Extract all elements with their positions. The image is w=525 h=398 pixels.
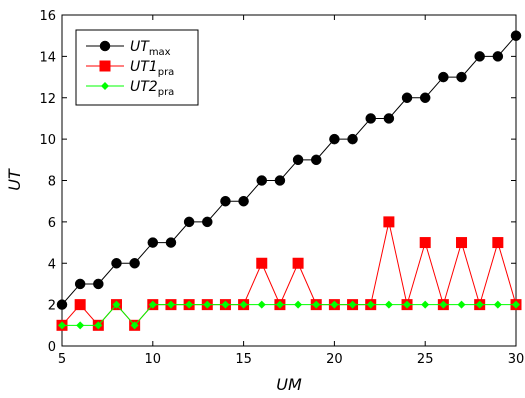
data-point [456,71,467,83]
data-point [148,300,157,309]
data-point [329,133,340,145]
data-point [419,237,431,249]
data-point [112,300,121,309]
data-point [421,300,430,309]
series-ut2pra [58,300,520,330]
series-utmax [56,30,522,310]
x-tick-label: 25 [417,352,434,367]
data-point [438,71,449,83]
data-point [294,300,303,309]
x-tick-label: 15 [235,352,252,367]
data-point [76,321,85,330]
data-point [347,133,358,145]
data-point [147,237,159,248]
axis-ticks: 5 10 15 20 25 30 0 2 4 6 8 10 12 14 16 [39,9,524,367]
data-point [310,154,322,166]
data-point [512,300,520,309]
data-point [203,300,212,309]
x-tick-label: 10 [145,352,162,367]
data-point [492,51,504,62]
data-point [383,113,395,124]
data-point [129,258,140,269]
data-point [312,300,321,309]
data-point [238,195,249,207]
legend-label: UT2pra [130,79,174,98]
data-point [456,237,468,249]
data-point [111,258,122,269]
data-point [130,321,139,330]
data-point [58,321,66,330]
data-point [101,82,109,90]
legend-label: UT1pra [130,59,174,78]
x-axis-label: UM [276,375,302,394]
data-point [74,299,86,311]
data-point [221,300,230,309]
data-point [348,300,357,309]
y-tick-label: 14 [39,50,56,65]
y-axis-label: UT [5,168,24,191]
data-point [183,216,195,228]
y-tick-label: 6 [48,216,56,231]
y-tick-label: 4 [48,257,56,272]
data-point [439,300,448,309]
x-tick-label: 20 [326,352,343,367]
series-layer [56,30,522,331]
y-tick-label: 0 [48,340,56,355]
data-point [274,175,286,186]
data-point [474,51,485,62]
data-point [383,216,395,228]
data-point [74,278,86,290]
data-point [257,300,266,309]
data-point [492,237,504,249]
data-point [99,40,111,52]
y-tick-label: 8 [48,175,56,190]
data-point [419,92,431,103]
data-point [292,154,304,166]
data-point [384,300,393,309]
data-point [239,300,248,309]
y-tick-label: 2 [48,299,56,314]
data-point [185,300,194,309]
data-point [165,237,177,248]
data-point [365,113,376,124]
x-tick-label: 30 [508,352,525,367]
data-point [401,92,413,103]
data-point [220,195,231,207]
data-point [256,257,268,269]
legend-label: UTmax [130,39,171,58]
data-point [330,300,339,309]
data-point [493,300,502,309]
data-point [166,300,175,309]
data-point [93,278,104,290]
data-point [256,175,268,186]
data-point [457,300,466,309]
y-tick-label: 10 [39,133,56,148]
data-point [99,60,111,72]
data-point [475,300,484,309]
data-point [56,299,68,310]
series-ut1pra [56,216,522,331]
y-tick-label: 12 [39,92,56,107]
data-point [94,321,103,330]
data-point [275,300,284,309]
legend-box [75,29,199,106]
data-point [403,300,412,309]
data-point [292,257,304,269]
data-point [510,30,522,41]
x-tick-label: 5 [58,352,66,367]
data-point [202,216,213,228]
data-point [366,300,375,309]
y-tick-label: 16 [39,9,56,24]
